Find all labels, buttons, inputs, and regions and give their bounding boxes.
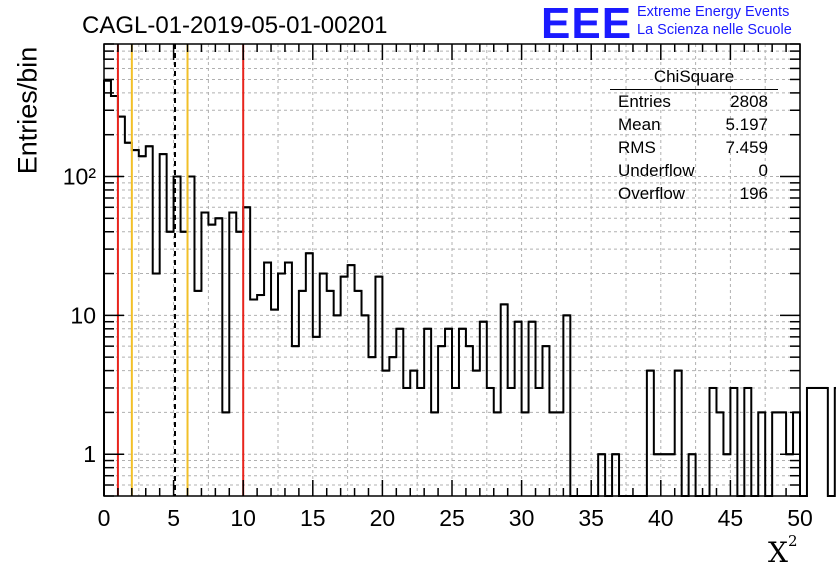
eee-logo: EEE bbox=[541, 0, 633, 48]
x-tick-label: 45 bbox=[718, 505, 744, 531]
x-axis-label-superscript: 2 bbox=[787, 531, 798, 550]
logo-line-2: La Scienza nelle Scuole bbox=[637, 22, 792, 38]
stat-row-overflow: Overflow 196 bbox=[610, 182, 778, 205]
x-tick-label: 0 bbox=[98, 505, 111, 531]
x-tick-label: 20 bbox=[370, 505, 396, 531]
stat-value: 5.197 bbox=[725, 115, 768, 134]
x-tick-label: 40 bbox=[648, 505, 674, 531]
stat-value: 7.459 bbox=[725, 138, 768, 157]
eee-logo-caption: Extreme Energy Events La Scienza nelle S… bbox=[637, 3, 792, 39]
stat-label: Underflow bbox=[618, 161, 695, 180]
stat-row-rms: RMS 7.459 bbox=[610, 136, 778, 159]
x-tick-label: 15 bbox=[300, 505, 326, 531]
stat-value: 2808 bbox=[730, 92, 768, 111]
x-axis-label: X2 bbox=[768, 532, 797, 569]
y-tick-label: 1 bbox=[83, 441, 96, 467]
axis-ticks: 0 5 10 15 20 25 30 35 40 45 50 1 10 10² bbox=[63, 43, 813, 531]
y-axis-label: Entries/bin bbox=[12, 46, 43, 175]
histogram-series bbox=[103, 79, 836, 497]
stat-row-mean: Mean 5.197 bbox=[610, 113, 778, 136]
chart-title: CAGL-01-2019-05-01-00201 bbox=[82, 12, 388, 39]
x-axis-label-text: X bbox=[768, 536, 788, 569]
reference-lines bbox=[116, 44, 245, 496]
stat-label: Entries bbox=[618, 92, 671, 111]
y-tick-label: 10 bbox=[70, 302, 96, 328]
y-tick-label: 10² bbox=[63, 163, 97, 189]
stat-row-underflow: Underflow 0 bbox=[610, 159, 778, 182]
stat-row-entries: Entries 2808 bbox=[610, 90, 778, 113]
x-tick-label: 5 bbox=[167, 505, 180, 531]
x-tick-label: 10 bbox=[230, 505, 256, 531]
stat-value: 196 bbox=[739, 184, 768, 203]
stat-label: Mean bbox=[618, 115, 661, 134]
logo-line-1: Extreme Energy Events bbox=[637, 4, 790, 20]
stats-box: ChiSquare Entries 2808 Mean 5.197 RMS 7.459… bbox=[610, 66, 778, 205]
stat-label: RMS bbox=[618, 138, 656, 157]
x-tick-label: 35 bbox=[578, 505, 604, 531]
x-tick-label: 50 bbox=[787, 505, 813, 531]
stats-title: ChiSquare bbox=[610, 66, 778, 90]
x-tick-label: 30 bbox=[509, 505, 535, 531]
x-tick-label: 25 bbox=[439, 505, 465, 531]
stat-label: Overflow bbox=[618, 184, 686, 203]
stat-value: 0 bbox=[758, 161, 768, 180]
